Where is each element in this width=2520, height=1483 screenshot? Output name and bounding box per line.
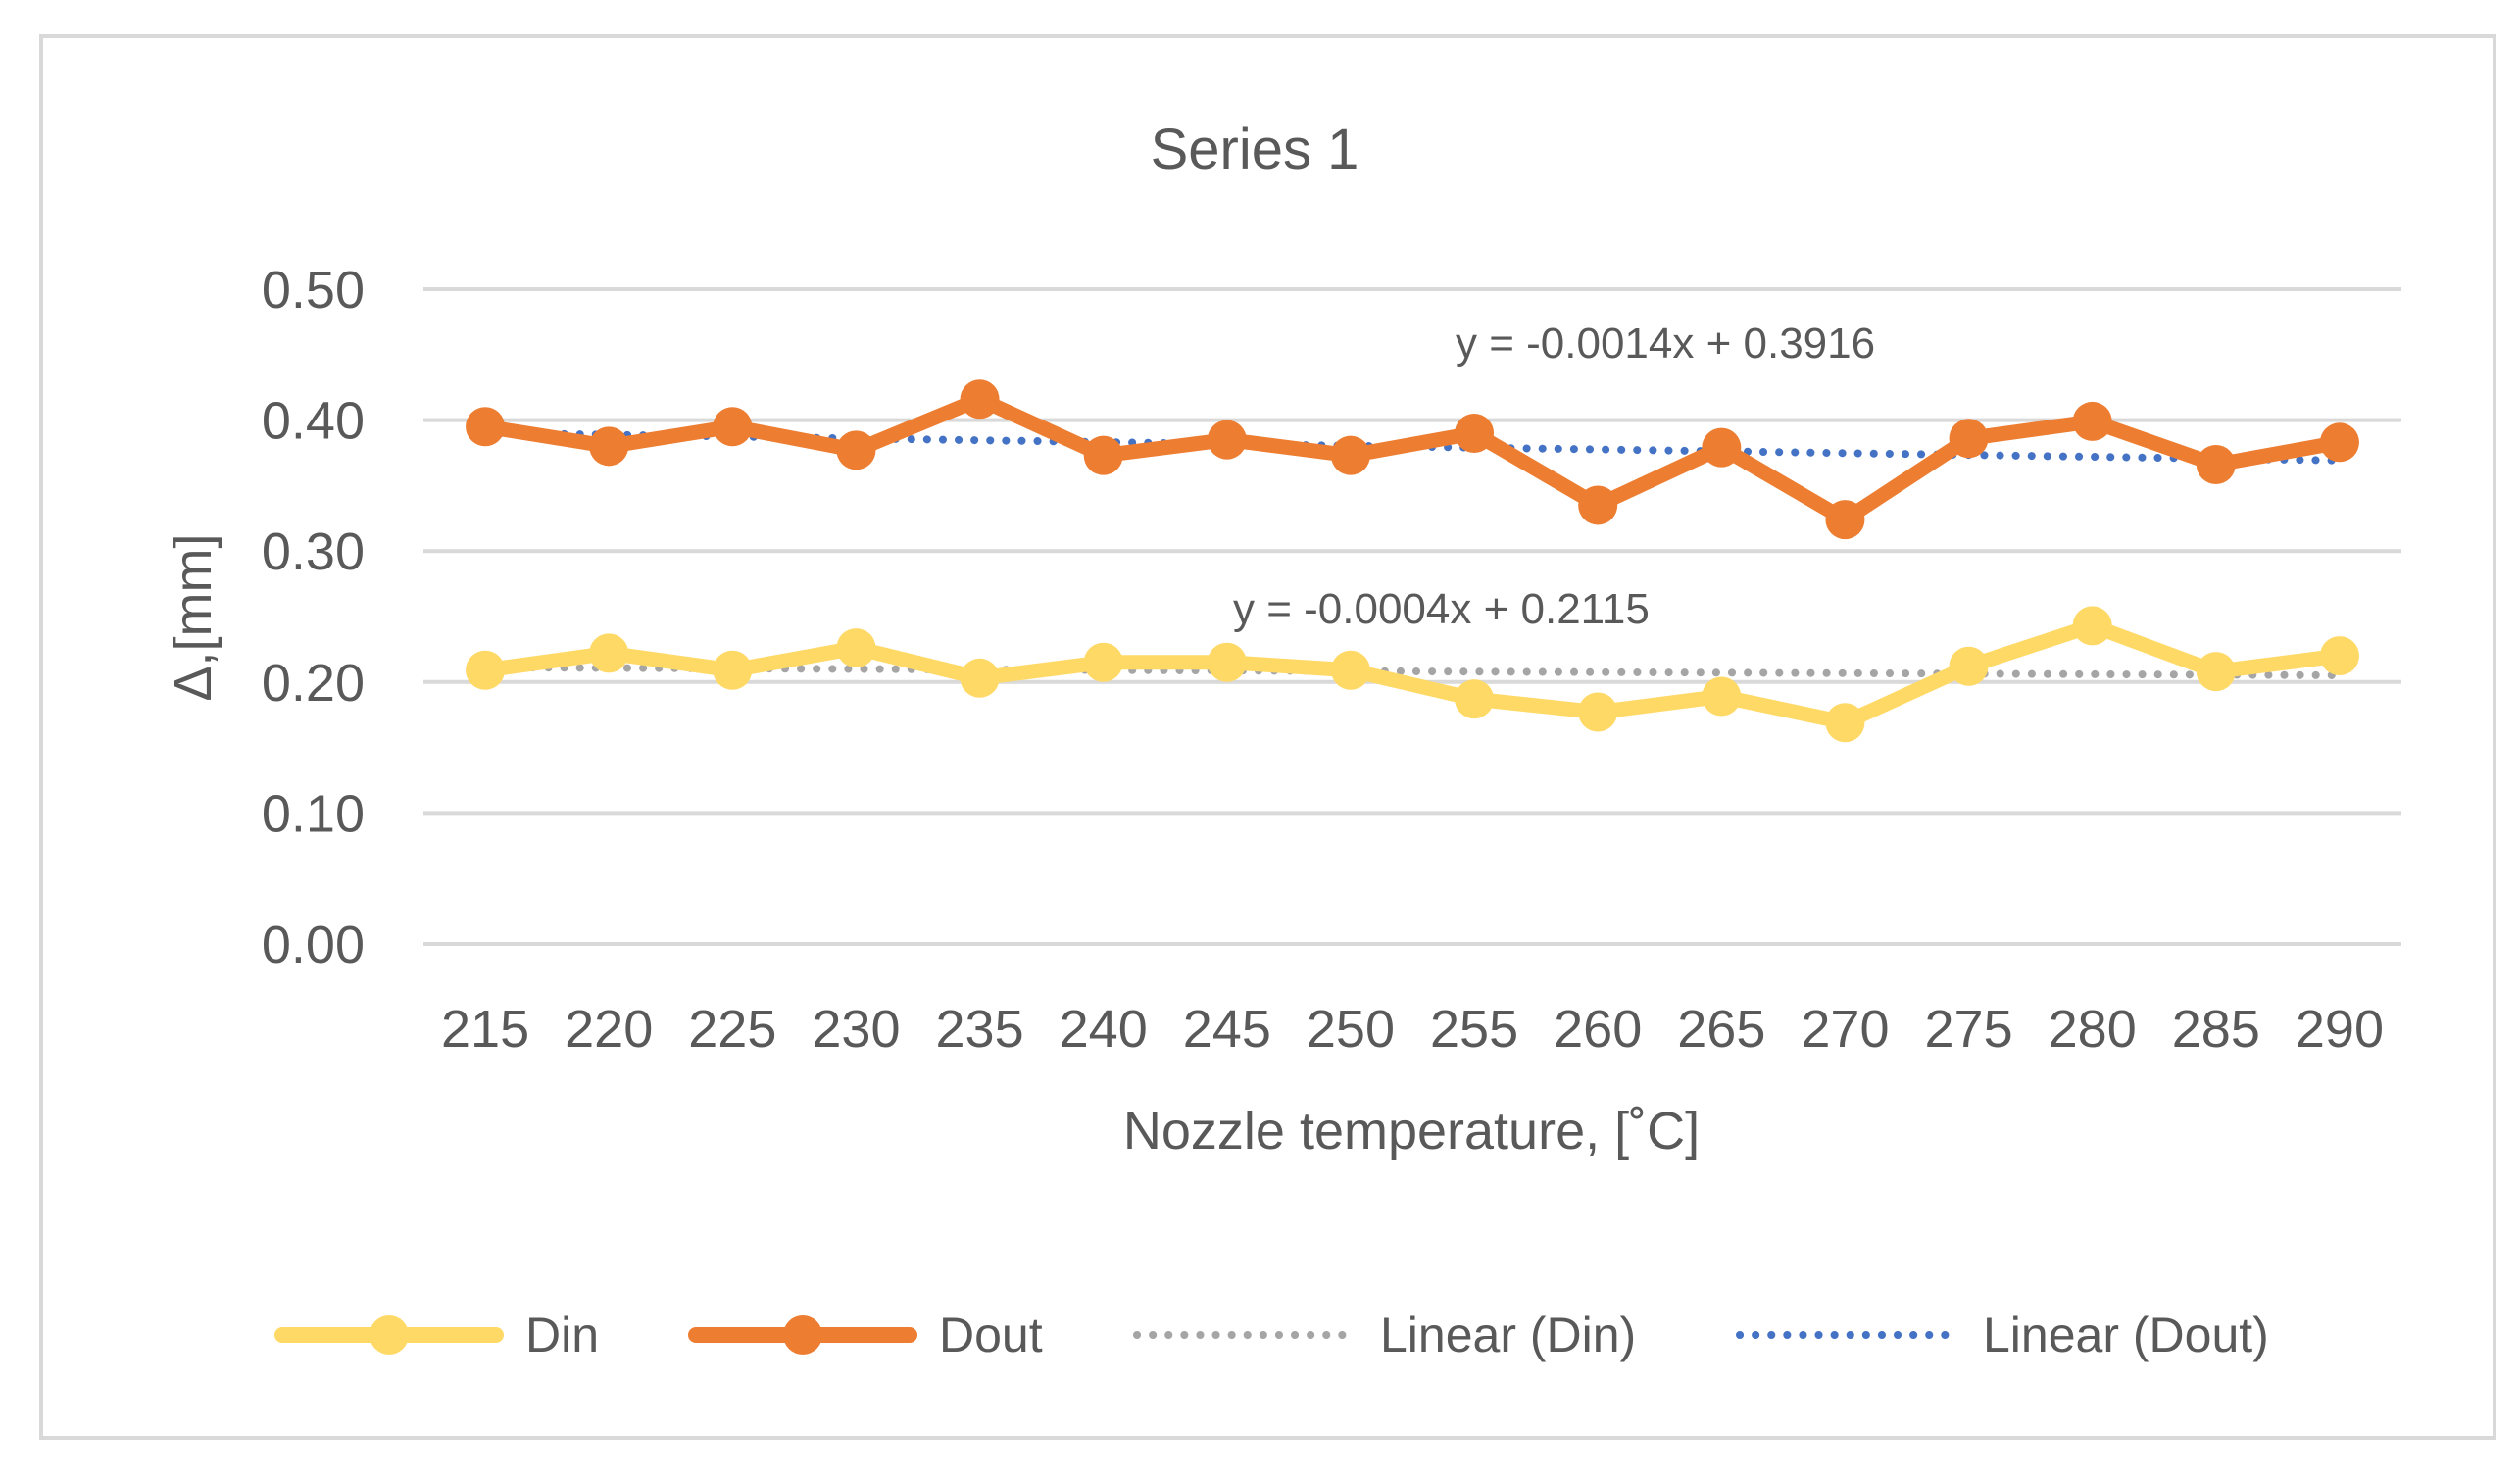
y-tick-label: 0.10 [262, 784, 365, 843]
x-axis-label: Nozzle temperature, [˚C] [1123, 1102, 1700, 1161]
y-tick-label: 0.20 [262, 654, 365, 713]
series-line [477, 391, 2347, 527]
trendline-equation-din: y = -0.0004x + 0.2115 [1233, 585, 1650, 633]
x-tick-label: 245 [1183, 1000, 1271, 1059]
series-line [477, 618, 2347, 730]
data-point [1207, 420, 1247, 460]
data-point [1949, 646, 1989, 686]
data-point [960, 379, 1000, 420]
y-tick-label: 0.50 [262, 261, 365, 320]
data-point [1455, 679, 1495, 719]
x-tick-label: 260 [1554, 1000, 1642, 1059]
legend-label: Linear (Dout) [1983, 1308, 2269, 1362]
data-point [713, 407, 753, 447]
x-tick-label: 225 [688, 1000, 776, 1059]
legend-item: Dout [688, 1308, 1043, 1362]
legend-marker [370, 1315, 409, 1355]
data-point [1207, 642, 1247, 682]
data-point [836, 628, 876, 668]
y-tick-label: 0.00 [262, 915, 365, 974]
x-tick-label: 280 [2049, 1000, 2137, 1059]
data-point [713, 650, 753, 690]
x-tick-label: 220 [565, 1000, 653, 1059]
data-point [466, 407, 506, 447]
x-tick-label: 285 [2172, 1000, 2260, 1059]
y-tick-label: 0.30 [262, 522, 365, 581]
x-axis-tick-labels: 215 220 225 230 235 240 245 250 255 260 265 270 275 2… [441, 1000, 2384, 1059]
x-tick-label: 265 [1677, 1000, 1765, 1059]
data-point [2196, 652, 2236, 692]
data-point [1702, 427, 1742, 468]
data-point [589, 633, 629, 673]
data-point [1330, 650, 1370, 690]
y-axis-label: Δ,[mm] [164, 533, 222, 701]
data-point [1083, 642, 1123, 682]
chart-title: Series 1 [1151, 118, 1359, 181]
y-tick-label: 0.40 [262, 392, 365, 451]
legend-marker [783, 1315, 822, 1355]
data-point [1578, 692, 1618, 732]
data-point [1330, 435, 1370, 475]
data-point [960, 658, 1000, 698]
series-din [466, 606, 2359, 743]
data-point [466, 650, 506, 690]
x-tick-label: 290 [2296, 1000, 2384, 1059]
y-axis-tick-labels: 0.00 0.10 0.20 0.30 0.40 0.50 [262, 261, 365, 974]
trendline-equation-dout: y = -0.0014x + 0.3916 [1456, 320, 1875, 368]
x-tick-label: 255 [1430, 1000, 1518, 1059]
legend-label: Dout [939, 1308, 1043, 1362]
legend: Din Dout Linear (Din) Linear (Dout) [274, 1308, 2269, 1362]
legend-label: Din [525, 1308, 599, 1362]
data-point [1083, 435, 1123, 475]
x-tick-label: 270 [1801, 1000, 1889, 1059]
legend-label: Linear (Din) [1380, 1308, 1636, 1362]
data-point [2319, 636, 2359, 676]
x-tick-label: 250 [1307, 1000, 1395, 1059]
legend-item: Din [274, 1308, 599, 1362]
x-tick-label: 275 [1925, 1000, 2013, 1059]
data-point [1949, 419, 1989, 459]
x-tick-label: 230 [812, 1000, 900, 1059]
chart-border [39, 34, 2496, 1440]
legend-item: Linear (Din) [1133, 1308, 1636, 1362]
x-tick-label: 240 [1060, 1000, 1148, 1059]
data-point [836, 430, 876, 470]
data-point [2319, 422, 2359, 463]
x-tick-label: 235 [936, 1000, 1024, 1059]
data-point [2196, 445, 2236, 485]
data-point [589, 426, 629, 467]
data-point [2072, 401, 2112, 441]
data-point [1825, 703, 1865, 743]
data-series [466, 379, 2359, 743]
legend-item: Linear (Dout) [1736, 1308, 2269, 1362]
series-dout [466, 379, 2359, 540]
data-point [1455, 413, 1495, 453]
x-tick-label: 215 [441, 1000, 529, 1059]
data-point [1578, 485, 1618, 525]
data-point [2072, 606, 2112, 646]
data-point [1825, 500, 1865, 540]
trendline-din [481, 663, 2344, 679]
data-point [1702, 676, 1742, 717]
